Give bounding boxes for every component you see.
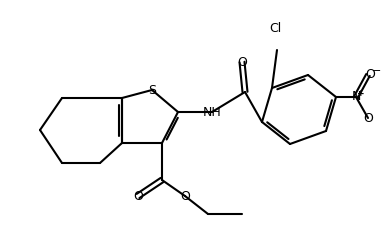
Text: −: − <box>372 66 382 76</box>
Text: N: N <box>351 91 361 104</box>
Text: O: O <box>363 112 373 124</box>
Text: S: S <box>148 83 156 97</box>
Text: O: O <box>237 55 247 68</box>
Text: O: O <box>180 189 190 203</box>
Text: NH: NH <box>203 106 222 119</box>
Text: Cl: Cl <box>269 22 281 35</box>
Text: O: O <box>365 68 375 82</box>
Text: O: O <box>133 189 143 203</box>
Text: +: + <box>357 89 365 98</box>
